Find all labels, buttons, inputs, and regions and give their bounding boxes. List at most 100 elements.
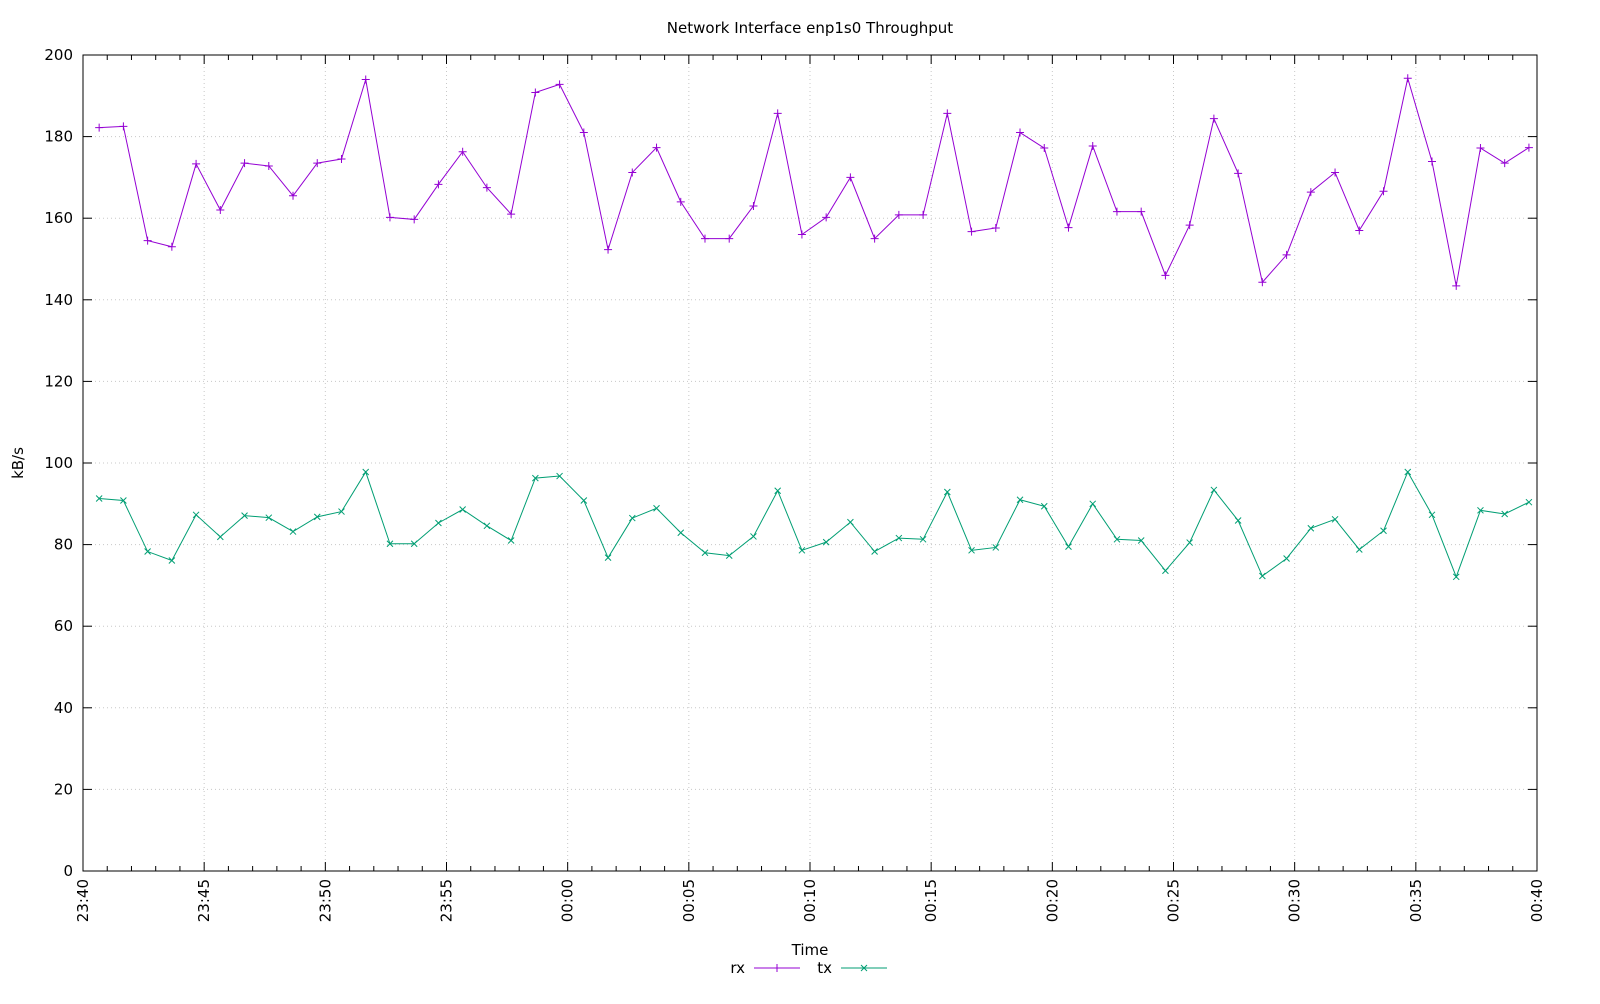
data-point-tx <box>362 468 370 476</box>
legend-label-tx: tx <box>817 959 832 977</box>
data-point-tx <box>895 534 903 542</box>
x-axis-label: Time <box>791 941 829 959</box>
data-point-rx <box>700 234 709 243</box>
data-point-rx <box>991 223 1000 232</box>
data-point-tx <box>483 522 491 530</box>
data-point-tx <box>532 474 539 482</box>
data-point-tx <box>774 487 782 495</box>
legend-marker-tx <box>860 964 868 972</box>
data-point-rx <box>482 183 491 192</box>
y-tick-label: 200 <box>44 46 73 64</box>
y-tick-label: 160 <box>44 209 73 227</box>
data-point-rx <box>749 201 758 210</box>
legend-marker-rx <box>773 964 781 972</box>
data-point-rx <box>216 206 225 215</box>
data-point-rx <box>797 230 806 239</box>
data-point-rx <box>95 123 104 132</box>
data-point-rx <box>458 147 467 156</box>
x-tick-label: 23:45 <box>195 879 213 922</box>
x-tick-label: 00:20 <box>1043 879 1061 922</box>
x-tick-label: 00:40 <box>1528 879 1546 922</box>
data-point-tx <box>95 495 103 502</box>
y-tick-label: 180 <box>44 128 73 146</box>
data-point-rx <box>289 191 298 200</box>
data-point-tx <box>968 546 975 554</box>
data-point-tx <box>168 557 176 564</box>
data-point-tx <box>1428 511 1436 519</box>
data-point-tx <box>1259 572 1266 580</box>
data-point-rx <box>385 213 394 222</box>
data-point-tx <box>1162 567 1169 575</box>
data-point-rx <box>1355 226 1364 235</box>
data-point-tx <box>677 529 685 537</box>
legend-label-rx: rx <box>730 959 745 977</box>
data-point-tx <box>313 513 321 521</box>
data-point-rx <box>1452 281 1461 290</box>
data-point-tx <box>1477 506 1484 514</box>
data-point-tx <box>1186 539 1194 546</box>
data-point-rx <box>1331 168 1340 177</box>
data-point-rx <box>167 242 176 251</box>
x-tick-label: 00:35 <box>1407 879 1425 922</box>
data-point-tx <box>410 540 418 548</box>
data-point-rx <box>313 159 322 168</box>
data-point-tx <box>1501 510 1509 518</box>
data-point-tx <box>386 540 394 548</box>
data-point-tx <box>556 472 563 480</box>
data-point-rx <box>1185 221 1194 230</box>
data-point-rx <box>264 161 273 170</box>
data-point-tx <box>847 518 854 526</box>
data-point-rx <box>967 227 976 236</box>
y-tick-label: 20 <box>54 780 73 798</box>
data-point-tx <box>701 549 709 557</box>
data-point-tx <box>507 537 515 544</box>
data-point-rx <box>846 173 855 182</box>
data-point-tx <box>1380 527 1387 535</box>
data-point-rx <box>1500 159 1509 168</box>
data-point-tx <box>1234 517 1242 524</box>
data-point-tx <box>653 504 660 512</box>
data-point-tx <box>992 544 1000 551</box>
data-point-tx <box>798 546 806 554</box>
y-tick-label: 0 <box>63 862 73 880</box>
y-tick-label: 140 <box>44 291 73 309</box>
data-point-tx <box>1210 486 1218 494</box>
series-tx <box>95 468 1533 581</box>
data-point-rx <box>1234 169 1243 178</box>
data-point-tx <box>459 506 467 513</box>
data-point-rx <box>410 215 419 224</box>
x-tick-label: 00:05 <box>680 879 698 922</box>
x-tick-label: 00:00 <box>559 879 577 922</box>
grid <box>83 55 1537 871</box>
x-tick-label: 00:30 <box>1286 879 1304 922</box>
data-point-rx <box>1524 143 1533 152</box>
data-point-rx <box>1064 223 1073 232</box>
series-line-tx <box>99 470 1530 579</box>
data-point-rx <box>1016 128 1025 137</box>
chart-title: Network Interface enp1s0 Throughput <box>667 19 953 37</box>
data-point-rx <box>1427 157 1436 166</box>
data-point-rx <box>943 109 952 118</box>
data-point-tx <box>1040 502 1048 510</box>
data-point-tx <box>822 538 830 546</box>
x-tick-label: 23:50 <box>316 879 334 922</box>
data-point-rx <box>919 210 928 219</box>
data-point-rx <box>1403 74 1412 83</box>
data-point-tx <box>1137 537 1145 544</box>
series-rx <box>95 74 1533 290</box>
data-point-tx <box>1404 468 1412 476</box>
data-point-tx <box>871 548 878 555</box>
data-point-rx <box>240 159 249 168</box>
y-tick-label: 40 <box>54 699 73 717</box>
data-point-rx <box>1258 278 1267 287</box>
data-point-rx <box>192 159 201 168</box>
data-point-rx <box>822 213 831 222</box>
data-point-tx <box>943 488 951 496</box>
x-tick-label: 23:40 <box>74 879 92 922</box>
data-point-tx <box>435 519 442 527</box>
data-point-rx <box>652 143 661 152</box>
data-point-tx <box>1452 573 1460 581</box>
data-point-tx <box>725 552 733 559</box>
y-tick-label: 100 <box>44 454 73 472</box>
data-point-rx <box>1040 144 1049 153</box>
